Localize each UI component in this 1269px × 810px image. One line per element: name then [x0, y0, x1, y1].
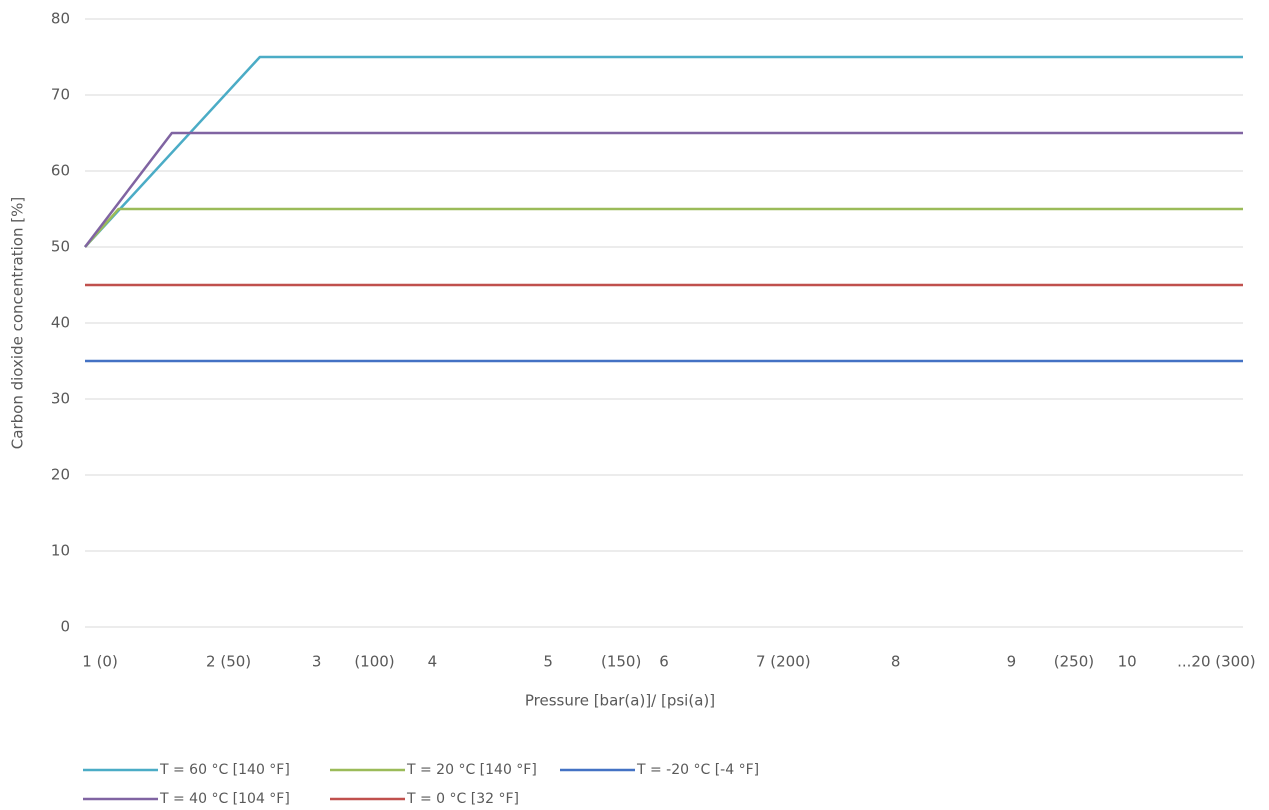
x-tick-label: 7 (200) [756, 653, 811, 671]
y-tick-label: 60 [51, 162, 70, 180]
y-tick-label: 30 [51, 390, 70, 408]
series-line [84, 55, 1243, 248]
x-axis-label: Pressure [bar(a)]/ [psi(a)] [525, 692, 715, 710]
y-tick-label: 0 [60, 618, 70, 636]
x-tick-label: 3 [312, 653, 322, 671]
x-tick-label: (100) [354, 653, 394, 671]
x-tick-label: (250) [1054, 653, 1094, 671]
x-tick-label: 10 [1118, 653, 1137, 671]
x-tick-label: 5 [543, 653, 553, 671]
x-tick-label: ...20 (300) [1177, 653, 1256, 671]
x-tick-label: 4 [428, 653, 438, 671]
legend-label: T = 40 °C [104 °F] [159, 791, 290, 807]
y-tick-label: 10 [51, 542, 70, 560]
x-tick-label: 2 (50) [206, 653, 251, 671]
x-tick-label: 6 [659, 653, 669, 671]
legend-label: T = 20 °C [140 °F] [406, 762, 537, 778]
y-tick-label: 80 [51, 10, 70, 28]
series-line [84, 207, 1243, 248]
series-line [84, 131, 1243, 248]
legend-label: T = -20 °C [-4 °F] [636, 762, 759, 778]
legend-label: T = 0 °C [32 °F] [406, 791, 519, 807]
y-tick-label: 50 [51, 238, 70, 256]
legend-label: T = 60 °C [140 °F] [159, 762, 290, 778]
x-tick-label: 9 [1007, 653, 1017, 671]
y-tick-label: 70 [51, 86, 70, 104]
y-tick-label: 40 [51, 314, 70, 332]
y-tick-label: 20 [51, 466, 70, 484]
y-axis-label: Carbon dioxide concentration [%] [9, 197, 27, 449]
x-tick-label: 1 (0) [82, 653, 118, 671]
x-tick-label: (150) [601, 653, 641, 671]
x-tick-label: 8 [891, 653, 901, 671]
